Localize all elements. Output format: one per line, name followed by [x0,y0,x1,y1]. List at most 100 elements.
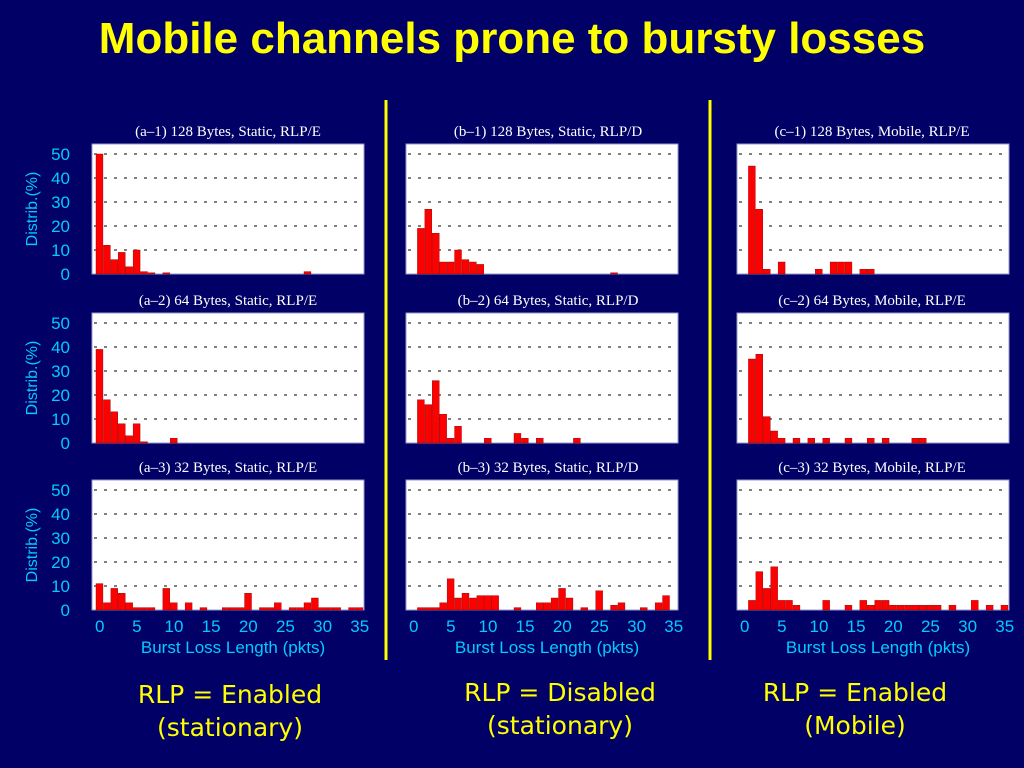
caption-line: RLP = Enabled [762,678,948,707]
bar [785,600,793,611]
bar [777,600,786,611]
bar [521,438,529,444]
bar [484,595,492,611]
plot-area [91,312,365,444]
bar [815,269,823,275]
bar [755,354,763,444]
y-tick-label: 10 [51,577,70,596]
bar [303,602,312,611]
bar [118,593,126,611]
bar [184,602,193,611]
bar [822,600,830,611]
bar [118,423,126,444]
bar [844,438,853,444]
bar [125,266,133,275]
bar [911,605,919,611]
y-tick-label: 20 [51,386,70,405]
bar [763,269,771,275]
x-tick-label: 25 [921,617,940,636]
x-tick-label: 35 [350,617,369,636]
bar [95,583,104,611]
y-axis-label: Distrib.(%) [24,172,41,247]
bar [446,261,455,275]
bar [424,607,432,611]
bar [222,607,230,611]
caption-column-a: RLP = Enabled (stationary) [100,678,360,744]
y-axis-label: Distrib.(%) [24,508,41,583]
x-tick-label: 5 [777,617,786,636]
plot-area [405,479,679,611]
bar [236,607,245,611]
bar [439,602,447,611]
bar [95,349,104,444]
caption-column-c: RLP = Enabled (Mobile) [725,676,985,742]
bar [103,602,111,611]
bar [911,438,919,444]
plot-area [91,143,365,275]
bar [446,578,455,611]
bar [867,438,875,444]
y-tick-label: 30 [51,362,70,381]
bar [595,590,603,611]
bar [469,261,477,275]
bar [424,404,432,444]
plot-area [405,143,679,275]
bar [446,438,455,444]
x-tick-label: 0 [409,617,418,636]
x-tick-label: 35 [664,617,683,636]
bar [654,602,663,611]
y-tick-label: 40 [51,169,70,188]
bar [792,605,801,611]
x-tick-label: 10 [810,617,829,636]
bar [229,607,237,611]
bar [948,605,957,611]
bar [162,588,170,611]
bar [573,438,581,444]
slide-title: Mobile channels prone to bursty losses [98,14,926,63]
bar [476,264,484,275]
bar [640,607,648,611]
bar [755,208,763,275]
caption-line: (stationary) [157,713,303,742]
bar [919,605,927,611]
y-tick-label: 40 [51,505,70,524]
bar [132,607,141,611]
x-tick-label: 25 [590,617,609,636]
panel-title: (b–3) 32 Bytes, Static, RLP/D [458,460,639,476]
bar [348,607,356,611]
bar [417,399,425,444]
bar [125,602,133,611]
bar [881,438,890,444]
caption-line: (Mobile) [804,711,906,740]
bar [461,593,470,611]
bar [170,602,178,611]
bar [770,430,778,444]
y-tick-label: 0 [61,434,70,453]
caption-line: (stationary) [487,711,633,740]
bar [118,252,126,275]
bar [610,272,618,275]
bar [867,605,875,611]
bar [469,597,477,611]
bar [919,438,927,444]
panel-title: (c–3) 32 Bytes, Mobile, RLP/E [778,460,966,476]
bar [318,607,326,611]
bar [162,272,170,275]
x-tick-label: 20 [884,617,903,636]
bar [140,441,148,444]
bar [432,380,440,444]
bar [355,607,364,611]
x-tick-label: 30 [313,617,332,636]
bar [476,595,484,611]
x-axis-label: Burst Loss Length (pkts) [141,638,325,657]
plot-area [736,143,1010,275]
x-tick-label: 20 [239,617,258,636]
x-tick-label: 15 [516,617,535,636]
bar [439,414,447,444]
plot-area [91,479,365,611]
bar [755,571,763,611]
bar [770,566,778,611]
x-axis-label: Burst Loss Length (pkts) [786,638,970,657]
bar [454,426,462,444]
